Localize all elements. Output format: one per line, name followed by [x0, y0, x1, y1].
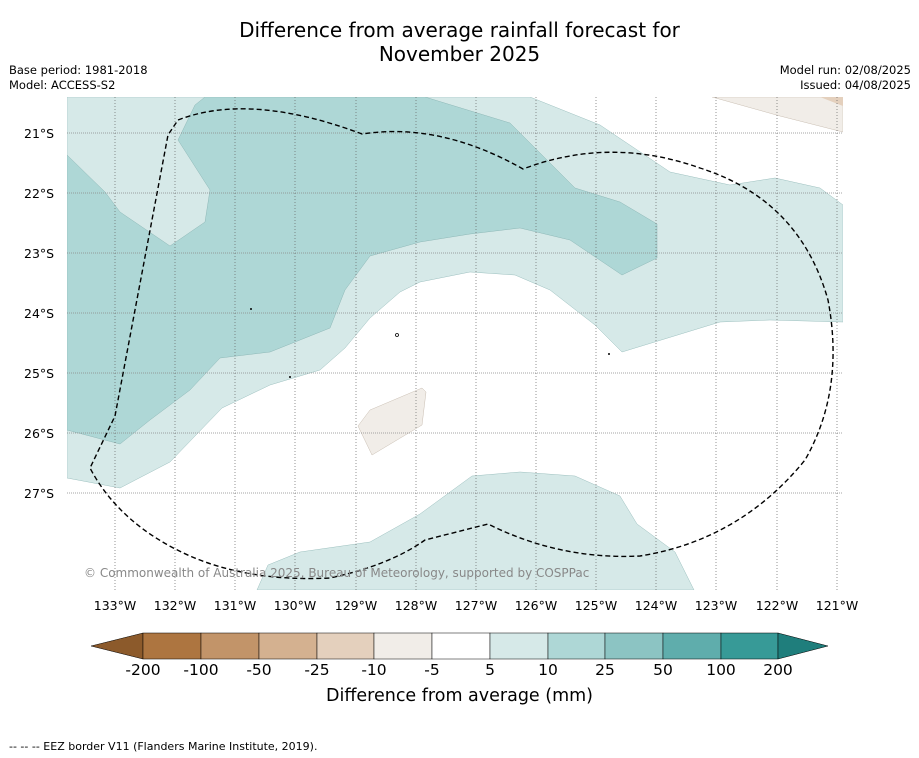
model-run-text: Model run: 02/08/2025 — [779, 63, 911, 77]
lon-label: 125°W — [574, 598, 618, 613]
colorbar-tick: 100 — [706, 661, 736, 679]
lon-label: 130°W — [273, 598, 317, 613]
map-title-line1: Difference from average rainfall forecas… — [239, 18, 680, 42]
colorbar-segment — [431, 632, 491, 660]
colorbar-segment — [720, 632, 779, 660]
colorbar-segment — [489, 632, 549, 660]
lon-label: 127°W — [454, 598, 498, 613]
latitude-gridlines — [67, 132, 843, 494]
rainfall-zone-5-10-south — [256, 471, 695, 590]
island-marker — [608, 353, 610, 355]
colorbar-segment — [258, 632, 318, 660]
copyright-text: © Commonwealth of Australia 2025, Bureau… — [84, 566, 590, 580]
colorbar-tick: -25 — [304, 661, 330, 679]
map-title: Difference from average rainfall forecas… — [0, 18, 919, 66]
colorbar-tick: 25 — [595, 661, 615, 679]
lat-label: 26°S — [24, 426, 55, 441]
colorbar-segment — [316, 632, 375, 660]
colorbar-segment — [604, 632, 664, 660]
rainfall-zone-neg5-neg10-center — [357, 387, 427, 456]
issued-text: Issued: 04/08/2025 — [800, 78, 911, 92]
island-marker — [250, 308, 252, 310]
model-text: Model: ACCESS-S2 — [9, 78, 116, 92]
colorbar-segment — [200, 632, 260, 660]
lon-label: 133°W — [93, 598, 137, 613]
lon-label: 128°W — [394, 598, 438, 613]
lon-label: 122°W — [755, 598, 799, 613]
rainfall-zone-10-25-north — [67, 97, 658, 445]
lat-label: 21°S — [24, 126, 55, 141]
rainfall-zone-neg5-neg10-northeast — [711, 97, 843, 133]
lon-label: 132°W — [153, 598, 197, 613]
base-period-text: Base period: 1981-2018 — [9, 63, 148, 77]
longitude-gridlines — [114, 97, 838, 590]
colorbar-tick: -50 — [246, 661, 272, 679]
island-marker — [289, 376, 291, 378]
colorbar-tick: 10 — [538, 661, 558, 679]
colorbar-label: Difference from average (mm) — [325, 686, 594, 706]
colorbar-tick: 200 — [763, 661, 793, 679]
colorbar-tick: -200 — [125, 661, 161, 679]
lat-label: 22°S — [24, 186, 55, 201]
meta-left: Base period: 1981-2018 Model: ACCESS-S2 — [9, 63, 148, 93]
colorbar-tick: 50 — [653, 661, 673, 679]
lon-label: 124°W — [634, 598, 678, 613]
colorbar-max-arrow — [777, 632, 829, 660]
colorbar-tick: -10 — [361, 661, 387, 679]
lon-label: 126°W — [514, 598, 558, 613]
map-title-line2: November 2025 — [378, 42, 541, 66]
eez-border — [89, 108, 834, 580]
eez-legend-text: -- -- -- EEZ border V11 (Flanders Marine… — [9, 740, 318, 753]
colorbar-segment — [547, 632, 606, 660]
lon-label: 131°W — [213, 598, 257, 613]
colorbar-min-arrow — [90, 632, 144, 660]
lon-label: 123°W — [694, 598, 738, 613]
colorbar-segment — [662, 632, 722, 660]
colorbar-segment — [142, 632, 202, 660]
meta-right: Model run: 02/08/2025 Issued: 04/08/2025 — [780, 63, 911, 93]
lat-label: 25°S — [24, 366, 55, 381]
lat-label: 24°S — [24, 306, 55, 321]
island-marker — [395, 333, 399, 337]
lat-label: 23°S — [24, 246, 55, 261]
lon-label: 129°W — [334, 598, 378, 613]
colorbar-tick: -100 — [183, 661, 219, 679]
colorbar-tick: -5 — [424, 661, 440, 679]
lon-label: 121°W — [815, 598, 859, 613]
colorbar-segment — [373, 632, 433, 660]
lat-label: 27°S — [24, 486, 55, 501]
colorbar-tick: 5 — [485, 661, 495, 679]
colorbar — [90, 632, 829, 660]
